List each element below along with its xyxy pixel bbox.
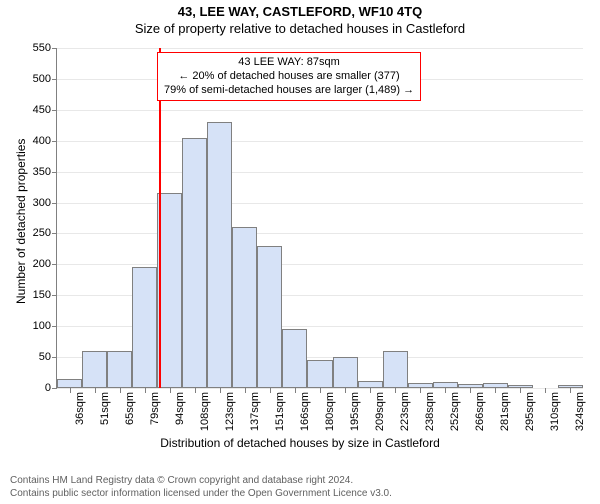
ytick-label: 150 <box>33 289 57 301</box>
ytick-label: 250 <box>33 227 57 239</box>
xtick-label: 137sqm <box>249 388 261 431</box>
ytick-label: 450 <box>33 104 57 116</box>
ytick-label: 0 <box>45 382 57 394</box>
histogram-bar <box>182 138 207 388</box>
xtick-label: 195sqm <box>349 388 361 431</box>
xtick-label: 252sqm <box>449 388 461 431</box>
xtick-mark <box>95 388 96 393</box>
xtick-label: 123sqm <box>224 388 236 431</box>
histogram-bar <box>257 246 282 388</box>
ytick-label: 100 <box>33 320 57 332</box>
xtick-label: 94sqm <box>174 388 186 425</box>
xtick-mark <box>545 388 546 393</box>
xtick-mark <box>320 388 321 393</box>
chart-subtitle: Size of property relative to detached ho… <box>0 21 600 36</box>
ytick-label: 500 <box>33 73 57 85</box>
histogram-bar <box>383 351 408 388</box>
xtick-label: 166sqm <box>299 388 311 431</box>
xtick-mark <box>195 388 196 393</box>
histogram-bar <box>307 360 332 388</box>
gridline <box>57 48 583 49</box>
xtick-mark <box>420 388 421 393</box>
xtick-mark <box>120 388 121 393</box>
xtick-mark <box>495 388 496 393</box>
gridline <box>57 203 583 204</box>
annotation-line-2: ← 20% of detached houses are smaller (37… <box>164 70 414 84</box>
xtick-label: 266sqm <box>474 388 486 431</box>
histogram-bar <box>132 267 157 388</box>
footer-line-2: Contains public sector information licen… <box>10 488 590 501</box>
xtick-label: 310sqm <box>549 388 561 431</box>
xtick-mark <box>70 388 71 393</box>
gridline <box>57 233 583 234</box>
xtick-mark <box>520 388 521 393</box>
xtick-label: 36sqm <box>74 388 86 425</box>
xtick-mark <box>295 388 296 393</box>
histogram-bar <box>358 381 383 388</box>
xtick-mark <box>170 388 171 393</box>
xtick-mark <box>370 388 371 393</box>
xtick-label: 51sqm <box>99 388 111 425</box>
histogram-bar <box>282 329 307 388</box>
histogram-bar <box>82 351 107 388</box>
x-axis-label: Distribution of detached houses by size … <box>0 436 600 450</box>
xtick-label: 65sqm <box>124 388 136 425</box>
ytick-label: 550 <box>33 42 57 54</box>
histogram-bar <box>232 227 257 388</box>
annotation-line-3: 79% of semi-detached houses are larger (… <box>164 84 414 98</box>
histogram-bar <box>207 122 232 388</box>
page-title: 43, LEE WAY, CASTLEFORD, WF10 4TQ <box>0 4 600 19</box>
histogram-bar <box>333 357 358 388</box>
xtick-label: 281sqm <box>499 388 511 431</box>
gridline <box>57 264 583 265</box>
xtick-label: 209sqm <box>374 388 386 431</box>
xtick-mark <box>470 388 471 393</box>
histogram-bar <box>107 351 132 388</box>
xtick-label: 151sqm <box>274 388 286 431</box>
histogram-bar <box>57 379 82 388</box>
histogram-bar <box>157 193 182 388</box>
xtick-mark <box>270 388 271 393</box>
histogram-plot: 05010015020025030035040045050055036sqm51… <box>56 48 583 389</box>
gridline <box>57 141 583 142</box>
annotation-line-1: 43 LEE WAY: 87sqm <box>164 56 414 70</box>
xtick-label: 108sqm <box>199 388 211 431</box>
y-axis-label: Number of detached properties <box>14 139 28 304</box>
gridline <box>57 172 583 173</box>
ytick-label: 300 <box>33 197 57 209</box>
attribution-footer: Contains HM Land Registry data © Crown c… <box>10 475 590 500</box>
xtick-label: 79sqm <box>149 388 161 425</box>
xtick-mark <box>220 388 221 393</box>
footer-line-1: Contains HM Land Registry data © Crown c… <box>10 475 590 488</box>
xtick-mark <box>445 388 446 393</box>
ytick-label: 400 <box>33 135 57 147</box>
ytick-label: 350 <box>33 166 57 178</box>
xtick-label: 295sqm <box>524 388 536 431</box>
xtick-label: 324sqm <box>574 388 586 431</box>
xtick-mark <box>145 388 146 393</box>
ytick-label: 50 <box>39 351 57 363</box>
xtick-label: 223sqm <box>399 388 411 431</box>
xtick-label: 180sqm <box>324 388 336 431</box>
xtick-mark <box>570 388 571 393</box>
xtick-mark <box>245 388 246 393</box>
gridline <box>57 110 583 111</box>
ytick-label: 200 <box>33 258 57 270</box>
xtick-mark <box>395 388 396 393</box>
xtick-label: 238sqm <box>424 388 436 431</box>
annotation-box: 43 LEE WAY: 87sqm← 20% of detached house… <box>157 52 421 101</box>
xtick-mark <box>345 388 346 393</box>
